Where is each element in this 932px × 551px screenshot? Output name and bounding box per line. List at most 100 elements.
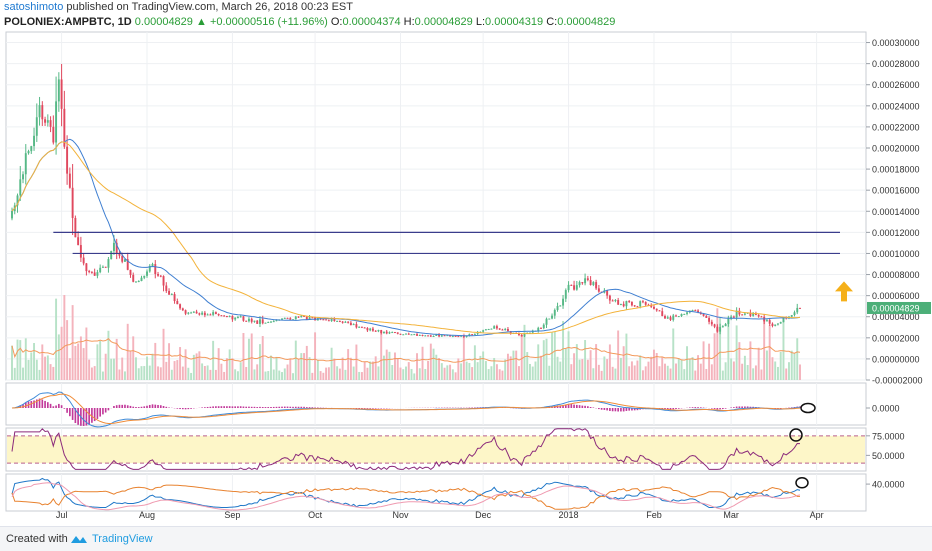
price-tick-label: 0.00008000	[872, 270, 920, 280]
volume-bar	[314, 332, 317, 380]
candle-body	[741, 314, 744, 316]
candle-body	[625, 301, 628, 307]
volume-bar	[176, 360, 179, 380]
price-tick-label: 0.00016000	[872, 186, 920, 196]
volume-bar	[374, 356, 377, 380]
candle-body	[104, 266, 107, 268]
volume-bar	[628, 366, 631, 380]
volume-bar	[146, 356, 148, 380]
volume-bar	[526, 352, 529, 380]
candle-body	[225, 315, 228, 317]
price-tick-label: 0.00010000	[872, 249, 920, 259]
candle-body	[666, 317, 669, 319]
volume-bar	[540, 355, 542, 380]
ma-fast-line	[11, 138, 801, 337]
candle-body	[347, 321, 350, 323]
candle-body	[27, 151, 30, 154]
volume-bar	[192, 354, 195, 380]
price-tick-label: 0.00024000	[872, 101, 920, 111]
candle-body	[520, 334, 523, 337]
close-label: C:	[546, 16, 558, 28]
volume-bar	[793, 353, 796, 380]
time-tick-label: Jul	[56, 510, 68, 520]
time-tick-label: Apr	[810, 510, 824, 520]
candle-body	[438, 334, 441, 337]
candle-body	[752, 313, 755, 316]
volume-bar	[702, 341, 705, 380]
volume-bar	[553, 331, 556, 380]
symbol-info-bar: POLONIEX:AMPBTC, 1D 0.00004829 ▲ +0.0000…	[4, 15, 615, 29]
candle-body	[429, 335, 432, 337]
volume-bar	[170, 369, 173, 380]
candle-body	[548, 318, 551, 320]
candle-body	[88, 271, 91, 273]
candle-body	[713, 324, 716, 327]
volume-bar	[562, 320, 565, 380]
tradingview-brand[interactable]: TradingView	[92, 533, 153, 545]
candle-body	[636, 306, 639, 308]
volume-bar	[699, 363, 702, 380]
volume-bar	[765, 350, 768, 380]
volume-bar	[515, 350, 518, 380]
volume-bar	[394, 352, 396, 380]
volume-bar	[746, 365, 749, 380]
volume-bar	[449, 364, 452, 380]
candle-body	[597, 288, 600, 292]
volume-bar	[457, 358, 460, 380]
chart-area[interactable]: 0.00030000 0.00028000 0.00026000 0.00024000…	[0, 30, 932, 526]
volume-bar	[520, 334, 523, 380]
candle-body	[633, 305, 636, 307]
volume-bar	[22, 367, 24, 380]
candle-body	[487, 328, 490, 330]
candle-body	[24, 153, 27, 175]
volume-bar	[509, 356, 512, 380]
author-link[interactable]: satoshimoto	[4, 1, 64, 13]
candle-body	[176, 301, 179, 305]
candle-body	[118, 253, 121, 256]
volume-bar	[589, 350, 592, 380]
candle-body	[201, 312, 204, 315]
candle-body	[385, 331, 388, 334]
volume-bar	[697, 355, 700, 380]
candle-body	[121, 255, 124, 262]
volume-bar	[790, 350, 793, 380]
volume-bar	[410, 368, 413, 380]
indicator-tick-label: 0.0000	[872, 404, 900, 414]
horizontal-levels[interactable]	[53, 231, 840, 255]
candle-body	[617, 300, 620, 305]
volume-bar	[413, 373, 416, 380]
ma-slow-line	[11, 141, 801, 335]
candle-body	[639, 301, 642, 307]
volume-bar	[264, 371, 267, 380]
candle-body	[399, 333, 402, 335]
volume-bar	[220, 363, 223, 380]
volume-bar	[537, 344, 540, 380]
volume-bar	[774, 361, 777, 380]
volume-bar	[187, 367, 190, 380]
price-tick-label: 0.00012000	[872, 228, 920, 238]
volume-bar	[677, 358, 680, 380]
volume-bar	[429, 343, 432, 380]
candle-body	[11, 210, 13, 219]
volume-bar	[768, 325, 771, 380]
candle-body	[468, 334, 471, 336]
candle-body	[388, 332, 391, 334]
time-tick-label: Sep	[224, 510, 240, 520]
candle-body	[272, 321, 275, 323]
volume-bar	[303, 353, 306, 380]
candle-body	[796, 307, 799, 313]
volume-bar	[584, 340, 587, 380]
candle-body	[267, 322, 270, 324]
time-tick-label: Aug	[139, 510, 155, 520]
volume-bar	[82, 348, 85, 380]
volume-bar	[435, 354, 438, 380]
volume-bar	[603, 356, 606, 380]
candle-body	[283, 317, 286, 319]
candle-body	[757, 315, 760, 317]
candle-body	[239, 316, 242, 318]
candle-body	[223, 315, 226, 317]
volume-bar	[46, 355, 49, 380]
candle-body	[545, 318, 548, 325]
volume-bar	[63, 295, 66, 380]
header-bar: satoshimoto published on TradingView.com…	[0, 0, 932, 14]
